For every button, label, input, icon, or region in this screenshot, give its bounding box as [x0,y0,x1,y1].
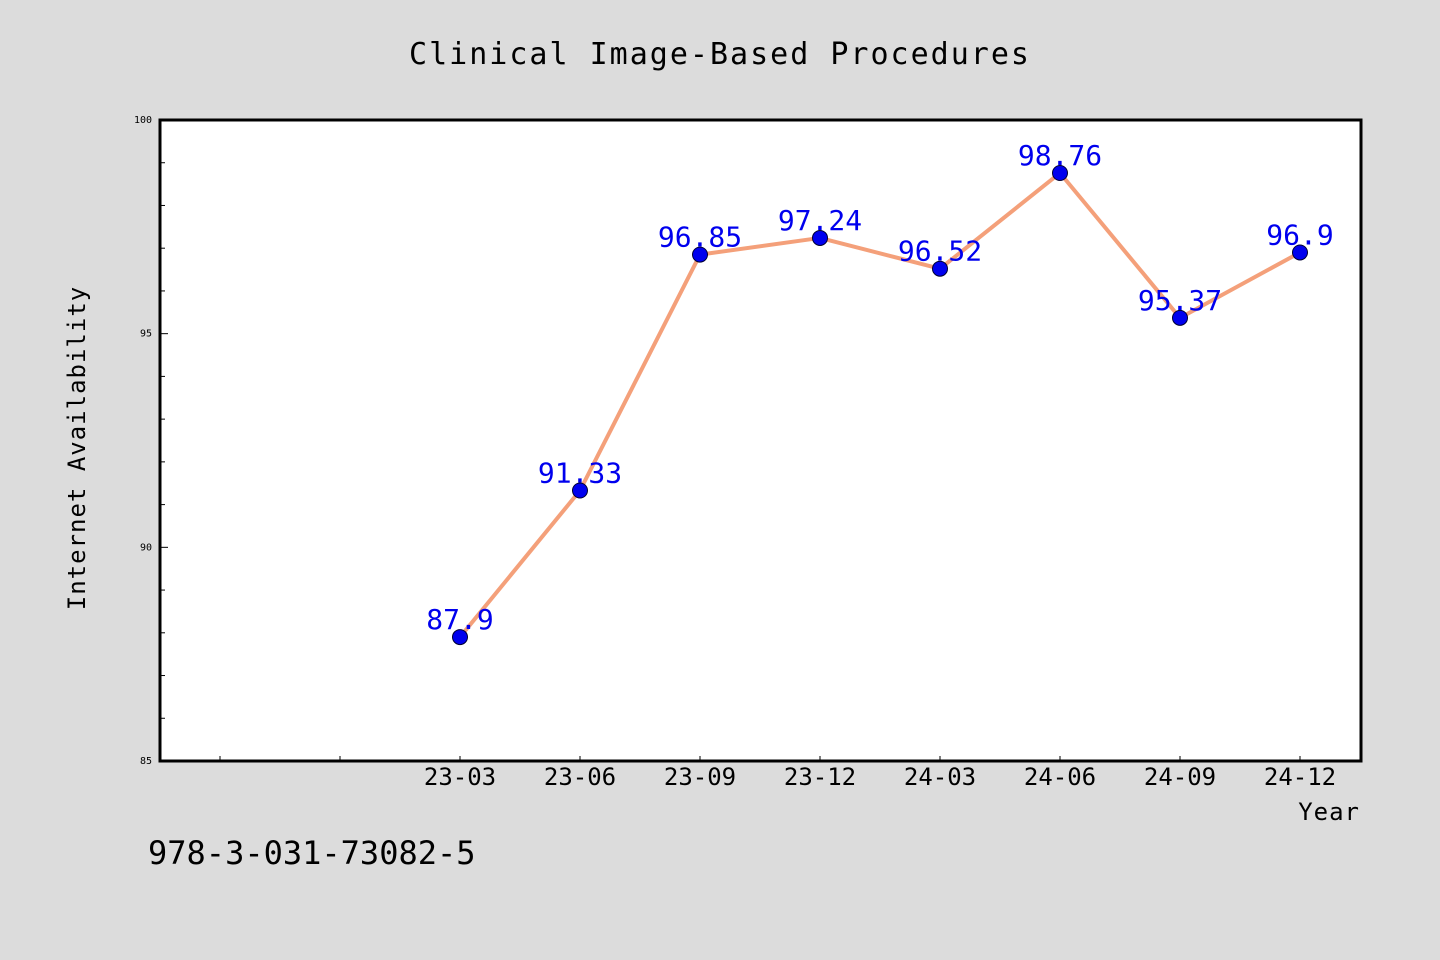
y-tick-label: 85 [140,756,152,767]
chart-title: Clinical Image-Based Procedures [409,37,1031,72]
data-point [1052,164,1068,181]
y-tick-label: 90 [140,542,152,553]
x-tick-label: 24-06 [1024,763,1096,791]
data-point [692,246,708,263]
x-axis: 23-03 23-06 23-09 23-12 24-03 24-06 24-09 24-12 [219,756,1336,791]
series-line [458,170,1301,639]
x-tick-label: 24-12 [1264,763,1336,791]
isbn-footer: 978-3-031-73082-5 [148,834,476,872]
y-axis-label: Internet Availability [63,286,91,610]
data-point [572,482,588,499]
data-point [932,260,948,277]
x-tick-label: 23-06 [544,763,616,791]
x-tick-label: 23-12 [784,763,856,791]
x-tick-label: 23-09 [664,763,736,791]
x-tick-label: 23-03 [424,763,496,791]
x-axis-label: Year [1298,798,1360,826]
data-point [1172,309,1188,326]
data-point [1292,244,1308,261]
x-tick-label: 24-09 [1144,763,1216,791]
data-point [452,629,468,646]
plot-area [158,118,1363,763]
y-axis: 85 90 95 100 [134,115,168,767]
y-tick-label: 95 [140,329,152,340]
x-tick-label: 24-03 [904,763,976,791]
data-point [812,229,828,246]
y-tick-label: 100 [134,115,152,126]
